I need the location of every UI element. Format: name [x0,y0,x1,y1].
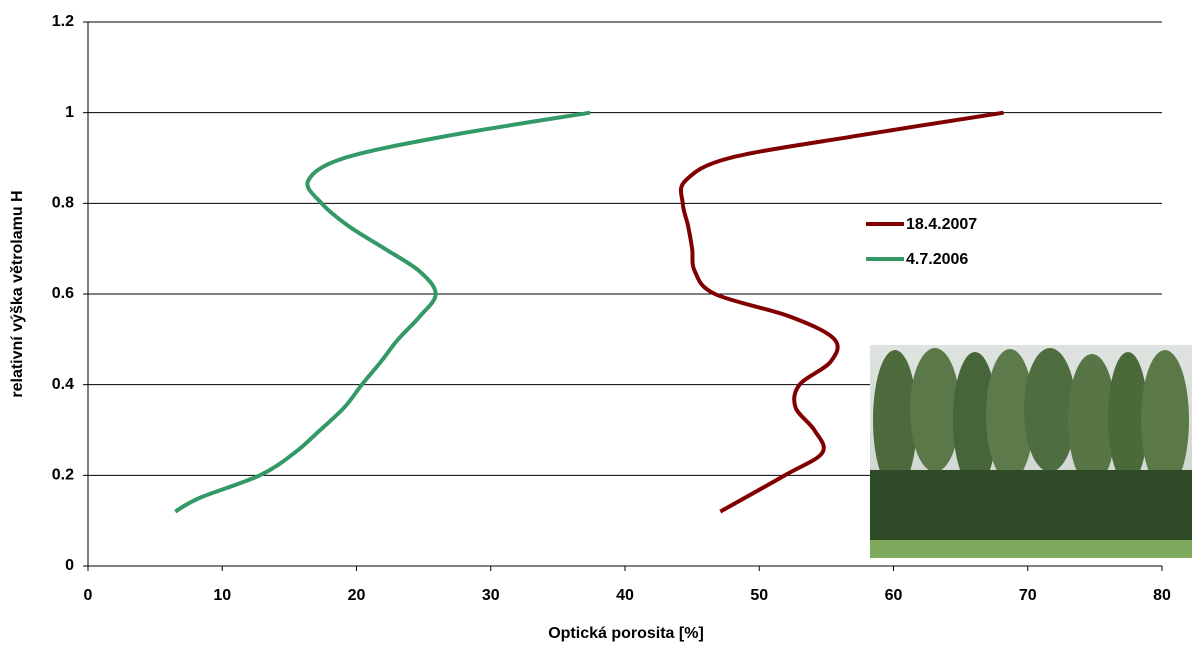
x-tick-label: 40 [616,587,634,604]
series-line [678,110,1004,514]
y-tick-label: 0 [65,557,74,574]
y-tick-label: 0.8 [52,195,74,212]
x-axis-label: Optická porosita [%] [548,625,704,642]
x-tick-label: 70 [1019,587,1037,604]
y-axis-label: relativní výška větrolamu H [9,190,26,397]
legend-label: 4.7.2006 [906,251,968,268]
photo-inset [870,345,1192,558]
x-tick-label: 10 [213,587,231,604]
legend-label: 18.4.2007 [906,216,977,233]
x-tick-label: 50 [750,587,768,604]
y-tick-label: 1 [65,104,74,121]
y-tick-label: 0.6 [52,285,74,302]
x-tick-label: 20 [348,587,366,604]
x-tick-label: 30 [482,587,500,604]
series-line [174,110,591,514]
y-tick-label: 1.2 [52,13,74,30]
y-tick-label: 0.2 [52,467,74,484]
x-tick-label: 60 [885,587,903,604]
x-tick-label: 80 [1153,587,1171,604]
y-tick-label: 0.4 [52,376,74,393]
x-tick-label: 0 [84,587,93,604]
